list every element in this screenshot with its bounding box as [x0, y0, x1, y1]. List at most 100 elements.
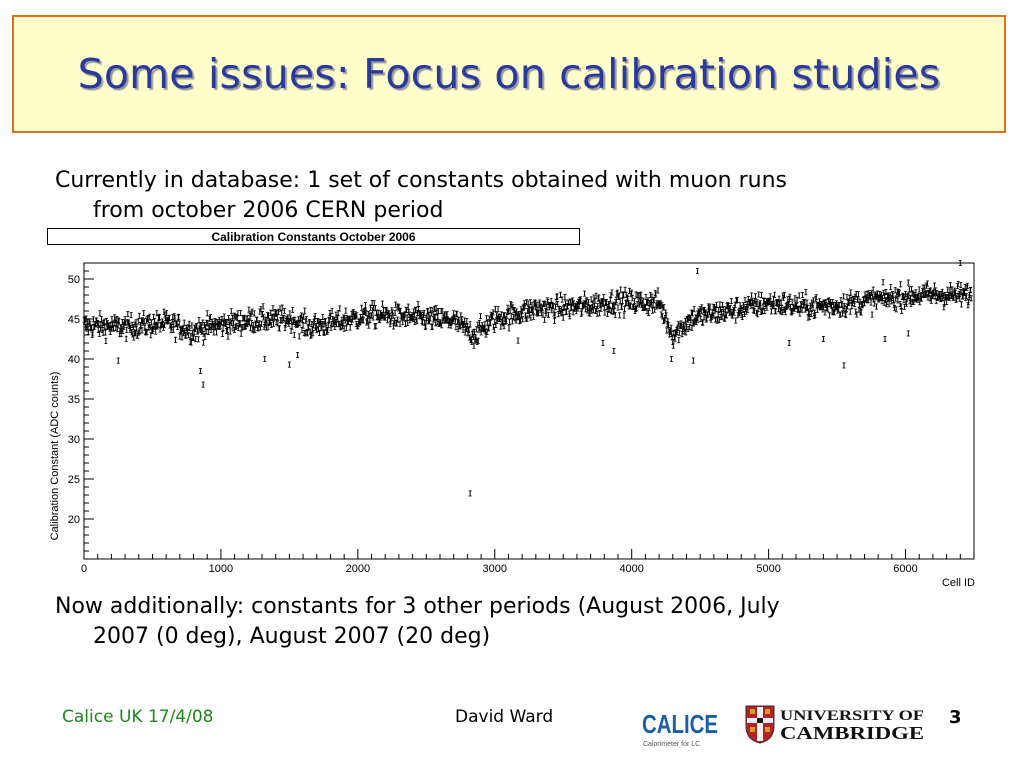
- data-point: [893, 287, 897, 294]
- data-point: [129, 312, 133, 319]
- title-box: Some issues: Focus on calibration studie…: [12, 15, 1006, 133]
- data-point: [115, 316, 119, 323]
- data-point: [850, 303, 854, 310]
- data-point: [315, 327, 319, 334]
- data-point: [814, 295, 818, 302]
- data-point: [790, 298, 794, 305]
- data-point: [653, 289, 657, 296]
- data-point: [190, 322, 194, 329]
- data-point: [137, 312, 141, 319]
- data-point: [91, 330, 95, 337]
- data-point: [146, 314, 150, 321]
- data-point: [793, 295, 797, 302]
- data-point: [424, 323, 428, 330]
- data-point: [869, 299, 873, 306]
- data-point: [433, 305, 437, 312]
- data-point: [287, 361, 291, 368]
- data-point: [445, 311, 449, 318]
- data-point: [292, 331, 296, 338]
- data-point: [416, 301, 420, 308]
- data-point: [364, 302, 368, 309]
- data-point: [414, 307, 418, 314]
- data-point: [436, 308, 440, 315]
- data-point: [229, 308, 233, 315]
- x-tick-label: 1000: [209, 563, 233, 575]
- data-point: [155, 310, 159, 317]
- data-point: [308, 319, 312, 326]
- data-point: [881, 279, 885, 286]
- data-point: [374, 323, 378, 330]
- data-point: [221, 324, 225, 331]
- data-point: [656, 287, 660, 294]
- data-point: [391, 323, 395, 330]
- data-point: [769, 308, 773, 315]
- data-point: [554, 298, 558, 305]
- data-point: [111, 325, 115, 332]
- data-point: [477, 320, 481, 327]
- data-point: [192, 334, 196, 341]
- data-point: [468, 321, 472, 328]
- data-point: [431, 307, 435, 314]
- data-point: [382, 307, 386, 314]
- data-point: [364, 309, 368, 316]
- data-point: [302, 313, 306, 320]
- data-point: [496, 306, 500, 313]
- data-point: [304, 317, 308, 324]
- data-point: [706, 303, 710, 310]
- x-axis-label: Cell ID: [942, 577, 975, 589]
- data-point: [842, 362, 846, 369]
- data-point: [618, 297, 622, 304]
- data-point: [103, 329, 107, 336]
- data-point: [118, 331, 122, 338]
- data-point: [172, 321, 176, 328]
- data-point: [787, 340, 791, 346]
- data-point: [217, 316, 221, 323]
- data-point: [691, 357, 695, 364]
- data-point: [763, 307, 767, 314]
- data-point: [197, 317, 201, 324]
- data-point: [942, 304, 946, 311]
- data-point: [97, 330, 101, 337]
- data-point: [329, 324, 333, 331]
- data-point: [100, 316, 104, 323]
- data-point: [135, 325, 139, 332]
- data-point: [543, 316, 547, 323]
- data-point: [371, 314, 375, 321]
- data-point: [98, 310, 102, 317]
- data-point: [650, 293, 654, 300]
- data-point: [552, 317, 556, 324]
- x-tick-label: 3000: [483, 563, 507, 575]
- data-point: [110, 316, 114, 323]
- data-point: [468, 490, 472, 497]
- data-point: [296, 352, 300, 359]
- data-point: [883, 336, 887, 342]
- data-point: [508, 318, 512, 325]
- data-point: [277, 325, 281, 332]
- data-point: [269, 321, 273, 328]
- data-point: [212, 329, 216, 336]
- data-point: [556, 311, 560, 318]
- data-point: [203, 333, 207, 340]
- y-tick-label: 20: [68, 514, 80, 526]
- data-point: [906, 279, 910, 286]
- data-point: [757, 291, 761, 298]
- data-point: [177, 320, 181, 327]
- data-point: [622, 312, 626, 319]
- data-point: [946, 286, 950, 293]
- data-point: [870, 311, 874, 318]
- data-point: [247, 319, 251, 326]
- data-point: [311, 330, 315, 337]
- data-point: [116, 357, 120, 364]
- data-point: [619, 303, 623, 310]
- page-number: 3: [949, 707, 962, 728]
- bullet-1-line-1: Currently in database: 1 set of constant…: [55, 168, 788, 193]
- data-point: [368, 304, 372, 311]
- data-point: [612, 348, 616, 354]
- data-point: [149, 319, 153, 326]
- data-point: [209, 314, 213, 321]
- calice-logo-subtitle: Calorimeter for LC: [643, 741, 700, 748]
- y-tick-label: 30: [68, 434, 80, 446]
- data-point: [396, 316, 400, 323]
- x-tick-label: 0: [81, 563, 87, 575]
- data-point: [959, 301, 963, 308]
